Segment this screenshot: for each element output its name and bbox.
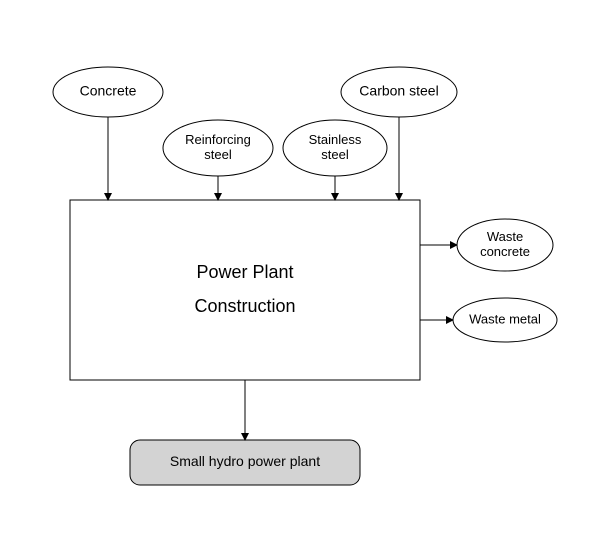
svg-text:concrete: concrete: [480, 244, 530, 259]
svg-text:Waste metal: Waste metal: [469, 311, 541, 326]
svg-text:Reinforcing: Reinforcing: [185, 132, 251, 147]
svg-text:Carbon steel: Carbon steel: [359, 83, 438, 99]
svg-text:Small hydro power plant: Small hydro power plant: [170, 453, 320, 469]
svg-text:steel: steel: [321, 147, 349, 162]
svg-text:Stainless: Stainless: [309, 132, 362, 147]
svg-text:Concrete: Concrete: [80, 83, 137, 99]
svg-text:Waste: Waste: [487, 229, 523, 244]
process-box: [70, 200, 420, 380]
svg-text:steel: steel: [204, 147, 232, 162]
svg-text:Power Plant: Power Plant: [196, 262, 293, 282]
svg-text:Construction: Construction: [194, 296, 295, 316]
